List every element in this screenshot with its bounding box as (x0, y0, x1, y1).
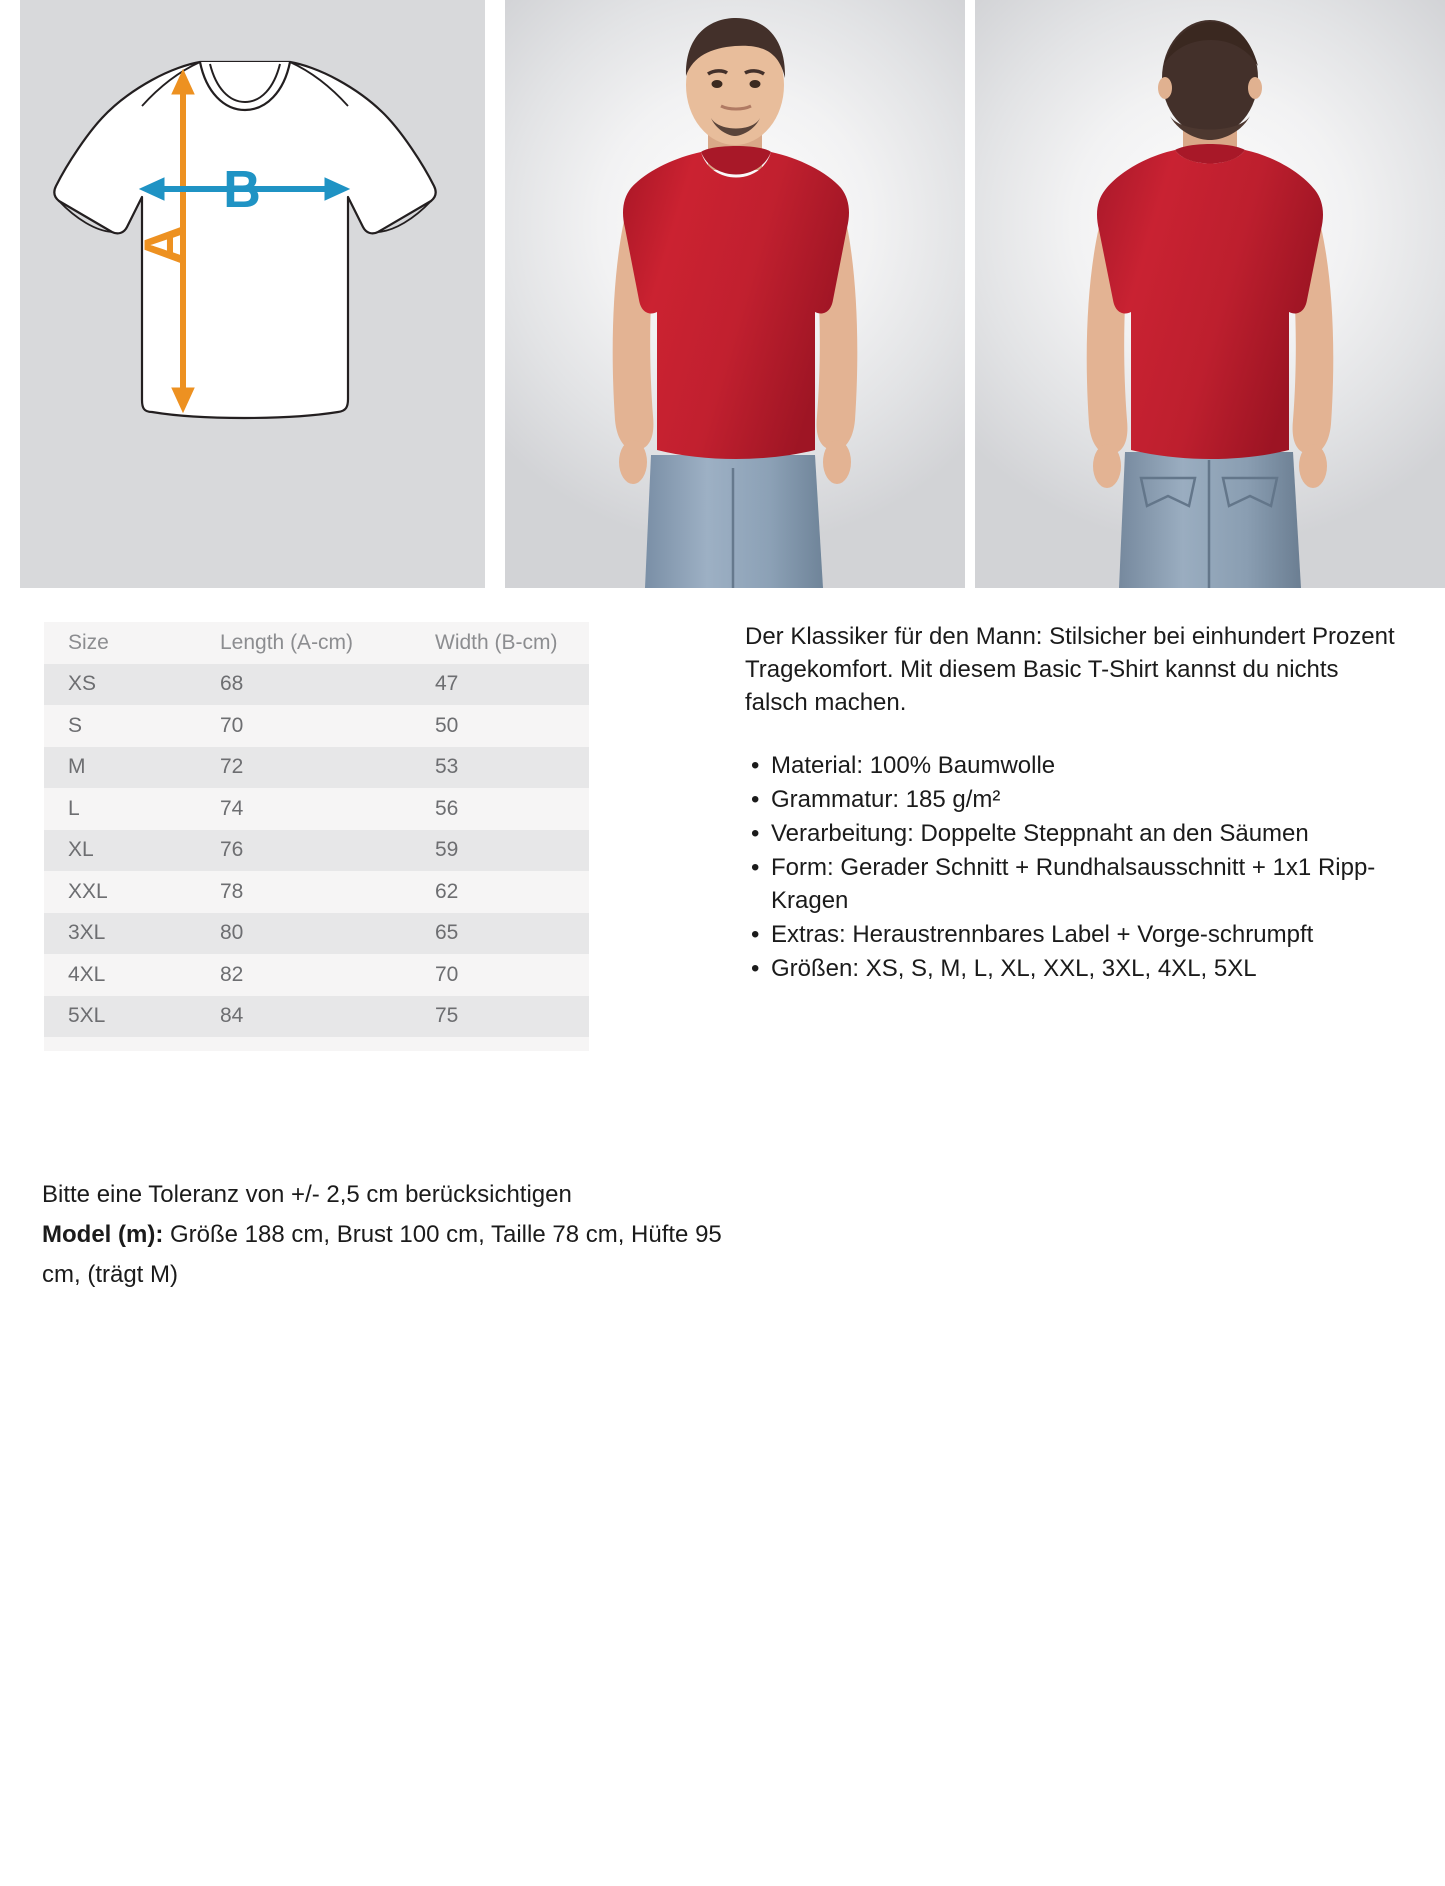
tolerance-note: Bitte eine Toleranz von +/- 2,5 cm berüc… (42, 1181, 572, 1208)
cell-length: 74 (220, 796, 244, 820)
list-item: • Extras: Heraustrennbares Label + Vorge… (745, 918, 1400, 951)
table-row: L 74 56 (44, 788, 589, 830)
list-item-label: Verarbeitung: Doppelte Steppnaht an den … (771, 820, 1309, 847)
product-description: Der Klassiker für den Mann: Stilsicher b… (745, 620, 1400, 986)
column-header-size: Size (68, 630, 109, 654)
table-row: M 72 53 (44, 746, 589, 788)
list-item: • Grammatur: 185 g/m² (745, 783, 1400, 816)
cell-size: S (68, 713, 83, 737)
cell-width: 70 (435, 962, 459, 986)
list-item-label: Material: 100% Baumwolle (771, 752, 1056, 779)
table-row: 4XL 82 70 (44, 954, 589, 996)
model-label: Model (m): (42, 1221, 164, 1248)
tshirt-measurement-diagram-icon: A B (53, 60, 437, 420)
model-back-illustration (1086, 20, 1334, 588)
list-item-label: Form: Gerader Schnitt + Rundhalsausschni… (771, 854, 1376, 914)
list-item-label: Extras: Heraustrennbares Label + Vorge-s… (771, 921, 1314, 948)
measurement-note: Bitte eine Toleranz von +/- 2,5 cm berüc… (42, 1175, 762, 1295)
model-front-photo[interactable] (505, 0, 965, 588)
model-note: Model (m): Größe 188 cm, Brust 100 cm, T… (42, 1215, 762, 1295)
table-row: 3XL 80 65 (44, 912, 589, 954)
list-item-label: Größen: XS, S, M, L, XL, XXL, 3XL, 4XL, … (771, 955, 1257, 982)
list-item: • Form: Gerader Schnitt + Rundhalsaussch… (745, 851, 1400, 917)
cell-width: 75 (435, 1004, 459, 1028)
table-row: S 70 50 (44, 705, 589, 747)
column-header-width: Width (B-cm) (435, 630, 558, 654)
cell-width: 53 (435, 755, 459, 779)
tshirt-diagram-panel[interactable]: A B (20, 0, 485, 588)
product-image-strip: A B (0, 0, 1445, 588)
bullet-icon: • (751, 854, 760, 881)
bullet-icon: • (751, 955, 760, 982)
table-row: 5XL 84 75 (44, 995, 589, 1037)
bullet-icon: • (751, 786, 760, 813)
table-header-row: Size Length (A-cm) Width (B-cm) (44, 622, 589, 664)
model-front-illustration (612, 18, 858, 588)
cell-length: 68 (220, 672, 244, 696)
cell-length: 78 (220, 879, 244, 903)
cell-size: XS (68, 672, 97, 696)
model-details: Größe 188 cm, Brust 100 cm, Taille 78 cm… (42, 1221, 722, 1288)
bullet-icon: • (751, 820, 760, 847)
cell-size: L (68, 796, 80, 820)
cell-length: 76 (220, 838, 244, 862)
cell-size: XXL (68, 879, 108, 903)
measurement-a-arrow (171, 68, 195, 414)
cell-length: 70 (220, 713, 244, 737)
cell-width: 65 (435, 921, 459, 945)
list-item-label: Grammatur: 185 g/m² (771, 786, 1001, 813)
feature-list: • Material: 100% Baumwolle • Grammatur: … (745, 749, 1400, 985)
label-a: A (132, 225, 195, 265)
cell-length: 80 (220, 921, 244, 945)
column-header-length: Length (A-cm) (220, 630, 354, 654)
cell-length: 84 (220, 1004, 244, 1028)
cell-size: XL (68, 838, 94, 862)
description-intro: Der Klassiker für den Mann: Stilsicher b… (745, 623, 1395, 716)
list-item: • Material: 100% Baumwolle (745, 749, 1400, 782)
label-b: B (223, 161, 261, 219)
cell-width: 47 (435, 672, 459, 696)
size-chart-table: Size Length (A-cm) Width (B-cm) XS 68 47… (44, 622, 589, 1051)
table-row: XL 76 59 (44, 829, 589, 871)
bullet-icon: • (751, 752, 760, 779)
cell-size: M (68, 755, 86, 779)
table-row: XXL 78 62 (44, 871, 589, 913)
bullet-icon: • (751, 921, 760, 948)
cell-size: 4XL (68, 962, 106, 986)
model-back-photo[interactable] (975, 0, 1445, 588)
cell-width: 56 (435, 796, 459, 820)
table-row-clipped (44, 1037, 589, 1051)
table-row: XS 68 47 (44, 663, 589, 705)
list-item: • Verarbeitung: Doppelte Steppnaht an de… (745, 817, 1400, 850)
cell-length: 72 (220, 755, 244, 779)
list-item: • Größen: XS, S, M, L, XL, XXL, 3XL, 4XL… (745, 952, 1400, 985)
cell-length: 82 (220, 962, 244, 986)
measurement-b-arrow (138, 177, 351, 201)
cell-width: 62 (435, 879, 459, 903)
cell-size: 3XL (68, 921, 106, 945)
cell-width: 50 (435, 713, 459, 737)
cell-size: 5XL (68, 1004, 106, 1028)
cell-width: 59 (435, 838, 459, 862)
